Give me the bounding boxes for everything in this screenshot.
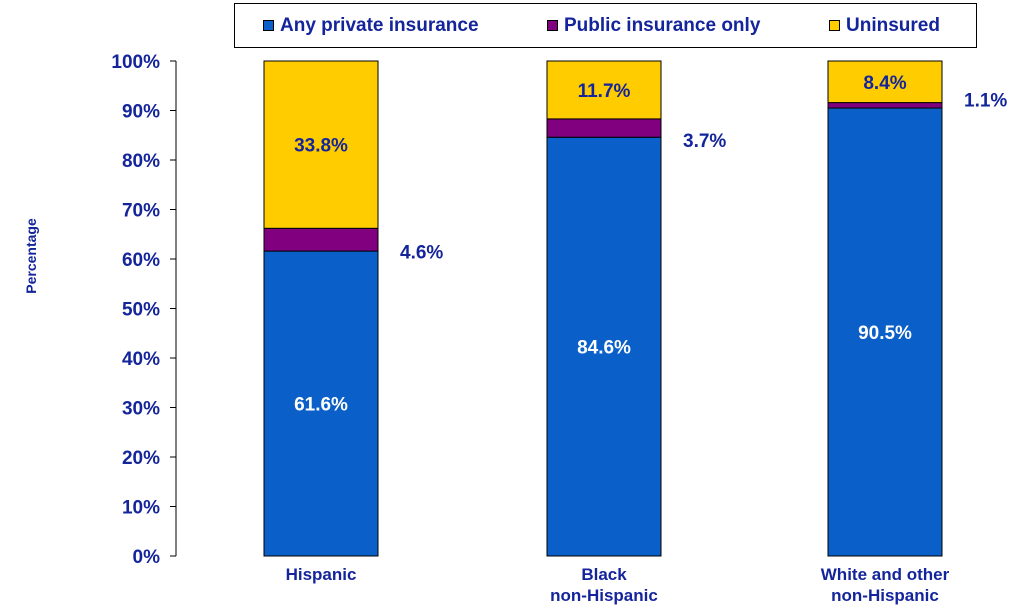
legend: Any private insurance Public insurance o… [234, 3, 977, 48]
legend-swatch-public [547, 20, 558, 31]
category-label: non-Hispanic [550, 586, 658, 605]
category-label: Hispanic [286, 565, 357, 584]
legend-label-uninsured: Uninsured [846, 14, 940, 36]
y-tick-label: 90% [122, 102, 160, 123]
bar-segment [546, 118, 662, 138]
y-tick-label: 30% [122, 399, 160, 420]
legend-item-public: Public insurance only [547, 4, 760, 47]
legend-item-private: Any private insurance [263, 4, 479, 47]
data-label: 8.4% [863, 73, 906, 94]
legend-label-private: Any private insurance [280, 14, 479, 36]
data-label: 33.8% [294, 136, 348, 157]
y-tick-label: 20% [122, 448, 160, 469]
bar-segment [827, 60, 943, 104]
y-tick-label: 40% [122, 349, 160, 370]
y-tick-label: 70% [122, 201, 160, 222]
bar-segment [263, 60, 379, 229]
category-label: Black [581, 565, 627, 584]
data-label: 3.7% [683, 131, 726, 152]
y-tick-label: 0% [133, 547, 161, 568]
y-tick-label: 10% [122, 498, 160, 519]
data-label: 90.5% [858, 323, 912, 344]
bar-segment [263, 250, 379, 557]
y-tick-label: 80% [122, 151, 160, 172]
y-tick-label: 60% [122, 250, 160, 271]
legend-swatch-private [263, 20, 274, 31]
legend-item-uninsured: Uninsured [829, 4, 940, 47]
category-label: non-Hispanic [831, 586, 939, 605]
data-label: 11.7% [578, 81, 631, 102]
legend-label-public: Public insurance only [564, 14, 761, 36]
data-label: 84.6% [577, 338, 631, 359]
bar-segment [827, 102, 943, 109]
bar-segment [263, 227, 379, 252]
y-tick-label: 50% [122, 300, 160, 321]
data-label: 4.6% [400, 243, 443, 264]
data-label: 1.1% [964, 90, 1007, 111]
y-axis-title: Percentage [23, 218, 39, 294]
data-label: 61.6% [294, 395, 348, 416]
legend-swatch-uninsured [829, 20, 840, 31]
y-tick-label: 100% [111, 52, 160, 73]
bar-segment [546, 60, 662, 120]
bar-segment [827, 107, 943, 557]
category-label: White and other [821, 565, 950, 584]
